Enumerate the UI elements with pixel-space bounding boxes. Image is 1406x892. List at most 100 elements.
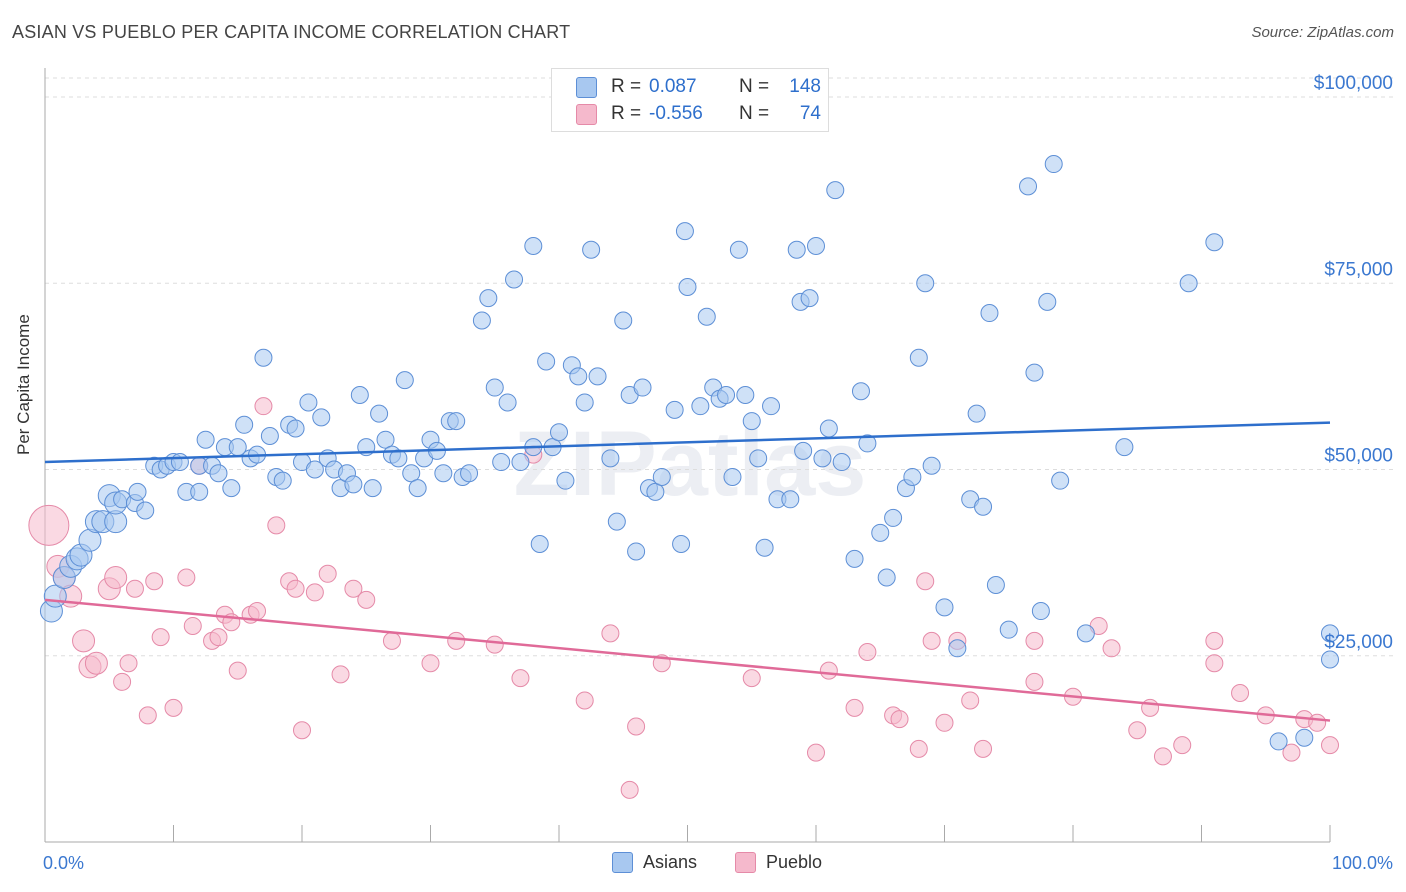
pueblo-point — [1231, 684, 1250, 702]
asians-point — [762, 397, 781, 416]
asians-point — [136, 501, 155, 520]
r-value: -0.556 — [649, 103, 703, 124]
pueblo-swatch — [735, 852, 756, 873]
asians-point — [858, 434, 877, 453]
pueblo-point — [922, 631, 941, 650]
asians-point — [1044, 155, 1063, 174]
n-value: 74 — [799, 103, 821, 124]
pueblo-point — [909, 739, 928, 758]
pueblo-point — [961, 691, 980, 710]
pueblo-point — [916, 572, 935, 591]
pueblo-point — [1102, 639, 1121, 658]
pueblo-point — [1173, 736, 1192, 755]
asians-point — [222, 479, 241, 498]
pueblo-point — [1025, 631, 1044, 650]
pueblo-point — [125, 579, 144, 598]
asians-point — [601, 449, 620, 468]
pueblo-point — [620, 780, 639, 799]
asians-point — [736, 386, 755, 404]
asians-point — [260, 426, 279, 445]
asians-point — [190, 482, 209, 501]
asians-point — [607, 512, 626, 531]
asians-point — [1076, 624, 1095, 643]
asians-point — [742, 412, 761, 431]
asians-point — [652, 467, 671, 486]
pueblo-point — [421, 654, 440, 673]
asians-points — [39, 155, 1339, 751]
asians-point — [350, 386, 369, 404]
legend-row-pueblo: R = -0.556 N = 74 — [576, 102, 821, 126]
asians-swatch — [612, 852, 633, 873]
asians-point — [697, 307, 716, 326]
y-tick-label: $50,000 — [1324, 446, 1393, 467]
pueblo-point — [742, 669, 761, 688]
asians-point — [813, 449, 832, 468]
asians-point — [273, 471, 292, 490]
asians-point — [363, 479, 382, 498]
n-label: N = — [739, 76, 770, 97]
asians-point — [1115, 438, 1134, 457]
asians-point — [787, 240, 806, 259]
pueblo-point — [318, 564, 337, 583]
asians-point — [935, 598, 954, 617]
pueblo-point — [447, 631, 466, 650]
asians-point — [755, 538, 774, 557]
asians-point — [980, 304, 999, 323]
asians-point — [851, 382, 870, 401]
pueblo-point — [485, 635, 504, 654]
asians-point — [800, 289, 819, 308]
asians-point — [376, 430, 395, 449]
pueblo-point — [177, 568, 196, 587]
r-label: R = — [611, 76, 642, 97]
asians-point — [729, 240, 748, 259]
pueblo-point — [209, 628, 228, 647]
asians-point — [1205, 233, 1224, 252]
asians-point — [305, 460, 324, 479]
pueblo-point — [331, 665, 350, 684]
pueblo-point — [344, 579, 363, 598]
asians-point — [447, 412, 466, 431]
asians-point — [665, 400, 684, 419]
pueblo-point — [119, 654, 138, 673]
pueblo-point — [228, 661, 247, 680]
asians-point — [395, 371, 414, 390]
asians-trend-line — [44, 421, 1331, 464]
asians-point — [723, 467, 742, 486]
asians-point — [479, 289, 498, 308]
asians-point — [485, 378, 504, 397]
asians-point — [1321, 624, 1339, 643]
asians-point — [550, 423, 568, 442]
asians-point — [819, 419, 838, 438]
pueblo-point — [151, 628, 170, 647]
asians-point — [1179, 274, 1198, 293]
asians-point — [505, 270, 524, 289]
pueblo-label: Pueblo — [766, 852, 823, 872]
asians-point — [472, 311, 491, 330]
pueblo-point — [845, 698, 864, 717]
source-label: Source: ZipAtlas.com — [1251, 24, 1394, 41]
pueblo-point — [145, 572, 164, 591]
pueblo-point — [248, 602, 267, 621]
y-tick-label: $25,000 — [1324, 632, 1393, 653]
asians-point — [845, 549, 864, 568]
watermark: ZIPatlas — [514, 413, 867, 515]
asians-point — [614, 311, 633, 330]
asians-point — [781, 490, 800, 509]
pueblo-point — [104, 566, 128, 590]
asians-point — [871, 523, 890, 542]
pueblo-point — [164, 698, 183, 717]
asians-point — [678, 277, 697, 296]
grid-lines — [45, 77, 1394, 657]
pueblo-point — [1205, 654, 1224, 673]
asians-point — [569, 367, 588, 386]
n-label: N = — [739, 103, 770, 124]
pueblo-point — [601, 624, 620, 643]
asians-point — [884, 508, 903, 527]
asians-point — [967, 404, 986, 423]
pueblo-point — [807, 743, 825, 762]
asians-point — [286, 419, 305, 438]
asians-point — [434, 464, 453, 483]
asians-point — [627, 542, 646, 561]
pueblo-point — [28, 504, 70, 546]
